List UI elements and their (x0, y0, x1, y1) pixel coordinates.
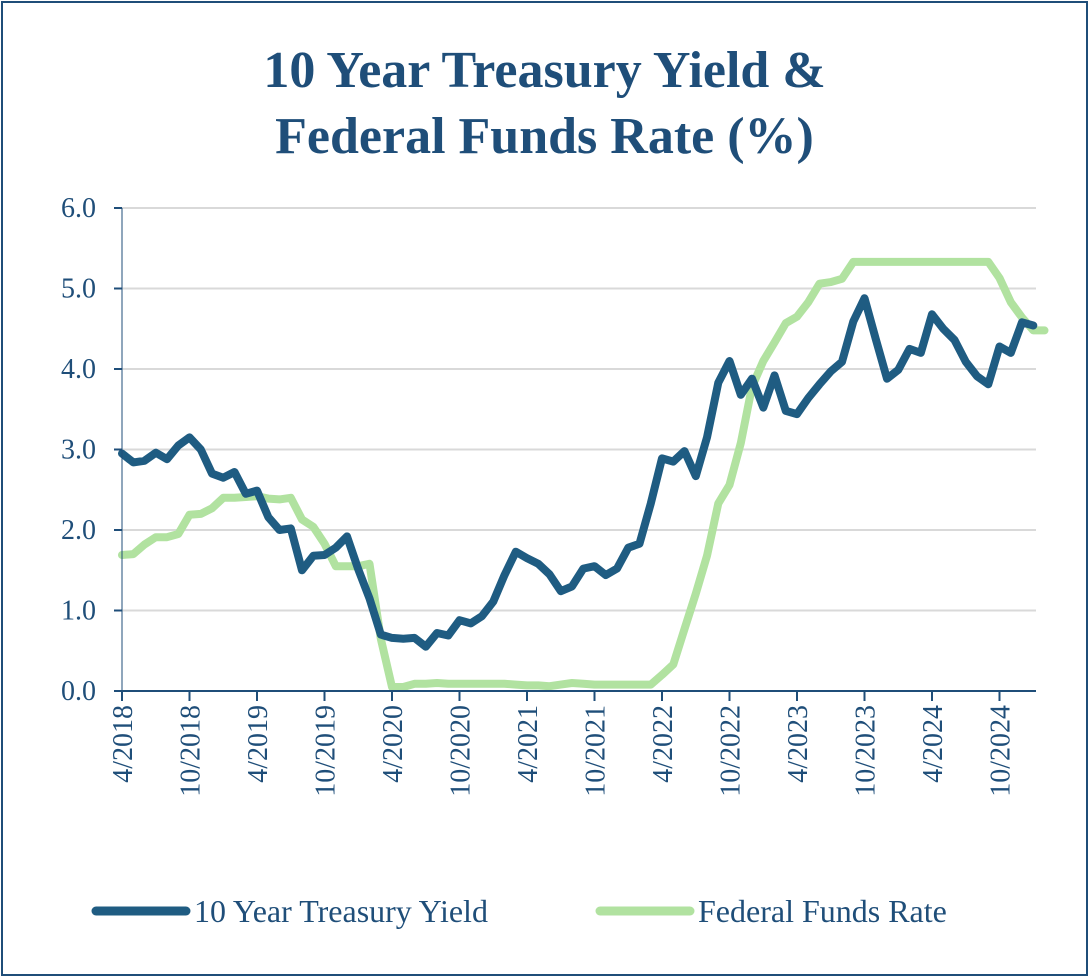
y-tick-label: 1.0 (61, 596, 96, 627)
x-axis (114, 207, 1036, 701)
x-tick-label: 4/2021 (513, 705, 544, 783)
x-tick-label: 10/2021 (581, 705, 612, 797)
legend-label-treasury-yield: 10 Year Treasury Yield (194, 893, 488, 929)
y-tick-label: 3.0 (61, 435, 96, 466)
x-tick-label: 4/2022 (648, 705, 679, 783)
series-line-federal-funds-rate (118, 257, 1049, 691)
series-line-treasury-yield (118, 294, 1038, 651)
x-tick-label: 4/2020 (378, 705, 409, 783)
data-series (118, 257, 1049, 691)
x-axis-tick-labels: 4/2018 10/2018 4/2019 10/2019 4/2020 10/2020 4… (108, 705, 1017, 797)
x-tick-label: 10/2023 (851, 705, 882, 797)
x-tick-label: 10/2024 (986, 705, 1017, 797)
x-tick-label: 4/2024 (918, 705, 949, 783)
y-tick-label: 2.0 (61, 515, 96, 546)
y-axis-tick-labels: 0.0 1.0 2.0 3.0 4.0 5.0 6.0 (61, 193, 96, 707)
legend: 10 Year Treasury Yield Federal Funds Rate (91, 893, 947, 929)
x-tick-label: 10/2019 (311, 705, 342, 797)
y-tick-label: 4.0 (61, 354, 96, 385)
x-tick-label: 4/2019 (243, 705, 274, 783)
legend-label-federal-funds-rate: Federal Funds Rate (698, 893, 947, 929)
gridlines (122, 207, 1036, 612)
y-tick-label: 5.0 (61, 274, 96, 305)
chart-title-line-2: Federal Funds Rate (%) (275, 108, 814, 165)
x-tick-label: 10/2022 (716, 705, 747, 797)
y-tick-label: 0.0 (61, 676, 96, 707)
y-tick-label: 6.0 (61, 193, 96, 224)
chart-title-line-1: 10 Year Treasury Yield & (263, 42, 826, 99)
x-tick-label: 10/2020 (446, 705, 477, 797)
chart-title: 10 Year Treasury Yield & Federal Funds R… (0, 38, 1089, 170)
x-tick-label: 10/2018 (176, 705, 207, 797)
x-tick-label: 4/2018 (108, 705, 139, 783)
x-tick-label: 4/2023 (783, 705, 814, 783)
